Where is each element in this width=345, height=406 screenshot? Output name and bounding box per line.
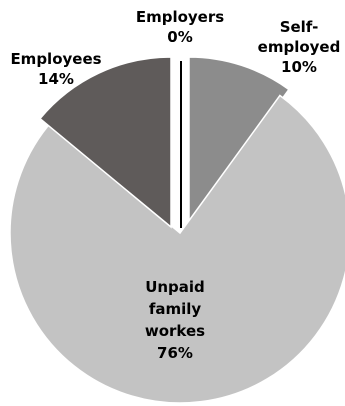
pie-slice-unpaid-family-workes xyxy=(9,94,345,404)
pie-label-self-employed: Self-employed 10% xyxy=(258,18,341,76)
pie-label-unpaid-family-workes: Unpaid family workes 76% xyxy=(145,278,205,362)
pie-label-employers: Employers 0% xyxy=(136,8,224,46)
pie-slice-self-employed xyxy=(188,56,290,230)
pie-label-employees: Employees 14% xyxy=(10,50,101,88)
pie-slice-employees xyxy=(38,56,172,229)
